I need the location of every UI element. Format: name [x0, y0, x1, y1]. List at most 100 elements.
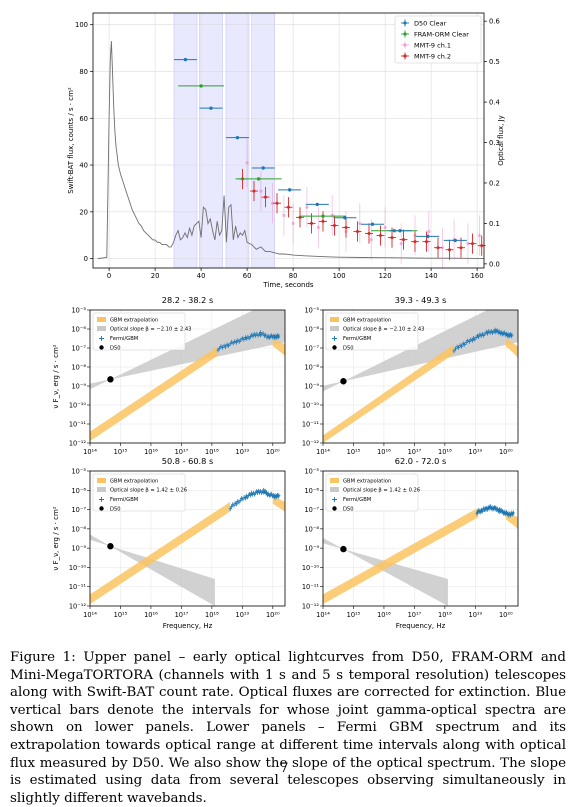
y-axis-label: ν F_ν, erg / s · cm²	[52, 506, 60, 570]
mmt9-ch2-point	[379, 234, 382, 238]
y-tick-label: 10⁻⁸	[304, 525, 319, 533]
x-tick-label: 10¹⁸	[205, 448, 219, 456]
y-tick-label: 10⁻⁷	[71, 506, 86, 514]
legend-box	[394, 15, 482, 64]
figure-caption: Figure 1: Upper panel – early optical li…	[10, 649, 566, 807]
x-tick-label: 10¹⁴	[83, 448, 97, 456]
x-tick-label: 10¹⁹	[236, 448, 250, 456]
y-tick-label: 10⁻¹²	[69, 440, 87, 448]
x-tick-label: 0	[107, 272, 111, 280]
legend-label: MMT-9 ch.2	[414, 52, 451, 60]
sed-legend: GBM extrapolation Optical slope β = 1.42 …	[325, 473, 420, 513]
d50-point	[235, 135, 240, 140]
x-tick-label: 120	[379, 272, 392, 280]
d50-point	[398, 229, 402, 233]
y-tick-label: 10⁻⁶	[304, 487, 319, 495]
gbm-extrapolation-band	[323, 344, 455, 443]
mmt9-ch1-point	[477, 233, 481, 238]
x-tick-label: 10¹⁹	[469, 611, 483, 619]
mmt9-ch2-point	[321, 219, 325, 223]
x-tick-label: 10¹⁴	[316, 611, 330, 619]
fram-orm-point	[256, 177, 261, 181]
legend-label: GBM extrapolation	[110, 479, 158, 485]
lightcurve-legend: D50 Clear FRAM-ORM Clear MMT-9 ch.1 MMT-9 c…	[394, 15, 482, 64]
y-tick-label: 10⁻¹²	[302, 603, 320, 611]
x-tick-label: 160	[471, 272, 484, 280]
d50-point	[261, 166, 265, 170]
legend-box	[92, 473, 186, 512]
y-tick-label: 10⁻¹⁰	[302, 402, 320, 410]
x-tick-label: 10¹⁸	[438, 611, 452, 619]
mmt9-ch2-point	[252, 189, 256, 193]
sed-frame	[322, 470, 519, 607]
y-tick-label: 10⁻⁵	[71, 307, 86, 315]
mmt9-ch2-point	[275, 201, 279, 205]
y-right-tick-label: 0.5	[489, 58, 500, 66]
x-tick-label: 60	[243, 272, 252, 280]
mmt9-ch1-point	[358, 221, 362, 226]
mmt9-ch2-point	[287, 205, 290, 209]
optical-slope-wedge-left	[323, 381, 344, 392]
sed-plot-area	[323, 310, 518, 443]
optical-slope-wedge	[110, 546, 215, 606]
y-tick-label: 20	[79, 208, 88, 216]
x-tick-label: 10¹⁵	[114, 611, 128, 619]
legend-marker-dot	[403, 32, 407, 36]
fermi-gbm-points	[216, 330, 281, 353]
d50-point	[340, 378, 347, 385]
x-tick-label: 10¹⁴	[83, 611, 97, 619]
mmt9-ch2-point	[356, 230, 359, 234]
caption-label: Figure 1:	[10, 650, 76, 665]
x-tick-label: 10¹⁵	[114, 448, 128, 456]
mmt9-ch2-point	[480, 244, 484, 248]
legend-label: Optical slope β = 1.42 ± 0.26	[343, 488, 420, 494]
mmt9-ch1-point	[270, 201, 274, 205]
mmt9-ch2-point	[344, 225, 348, 229]
fermi-gbm-points	[452, 327, 514, 354]
y-tick-label: 40	[79, 162, 88, 170]
mmt9-ch2-point	[310, 221, 313, 225]
figure: 0 20 40 60 80 100 120 140 160 0 20 40 60 80 100 0.0 0.1 0…	[52, 12, 519, 630]
mmt9-ch1-point	[316, 225, 320, 230]
mmt9-ch1-point	[305, 205, 309, 209]
mmt9-ch1-point	[369, 238, 373, 242]
sed-panel-4: 10¹⁴ 10¹⁵ 10¹⁶ 10¹⁷ 10¹⁸ 10¹⁹ 10²⁰ 10⁻¹² 10⁻¹¹ 10…	[302, 456, 519, 630]
panel-title: 62.0 - 72.0 s	[395, 456, 447, 466]
legend-box	[325, 473, 419, 512]
legend-fermi-marker	[99, 336, 104, 341]
y-tick-label: 10⁻⁸	[304, 364, 319, 372]
gbm-high-energy-band	[272, 338, 285, 356]
y-tick-label: 10⁻⁵	[71, 468, 86, 476]
y-tick-label: 10⁻¹²	[69, 603, 87, 611]
gbm-high-energy-band	[505, 338, 518, 358]
x-axis-label: Frequency, Hz	[163, 622, 213, 630]
legend-label: GBM extrapolation	[110, 318, 158, 324]
d50-point	[209, 106, 213, 110]
mmt9-ch1-point	[427, 229, 431, 234]
x-axis-label: Frequency, Hz	[396, 622, 446, 630]
y-tick-label: 10⁻⁶	[304, 326, 319, 334]
legend-label: Optical slope β = −2.10 ± 2.43	[110, 327, 191, 333]
y-right-tick-label: 0.1	[489, 220, 500, 228]
x-tick-label: 10¹⁴	[316, 448, 330, 456]
legend-label: Optical slope β = 1.42 ± 0.26	[110, 488, 187, 494]
d50-point	[370, 222, 375, 226]
y-right-tick-label: 0.4	[489, 99, 500, 107]
legend-label: GBM extrapolation	[343, 479, 391, 485]
panel-title: 50.8 - 60.8 s	[162, 456, 214, 466]
y-tick-label: 0	[84, 255, 88, 263]
sed-panel-2: 10¹⁴ 10¹⁵ 10¹⁶ 10¹⁷ 10¹⁸ 10¹⁹ 10²⁰ 10⁻¹² 10⁻¹¹ 10…	[302, 295, 519, 456]
d50-point	[453, 238, 457, 243]
legend-label: D50	[343, 346, 354, 352]
caption-text: Upper panel – early optical lightcurves …	[10, 650, 566, 806]
d50-point	[183, 57, 188, 62]
y-tick-label: 10⁻⁸	[71, 525, 86, 533]
legend-d50-marker	[99, 506, 104, 511]
legend-label: D50	[110, 507, 121, 513]
sed-legend: GBM extrapolation Optical slope β = −2.10…	[92, 312, 191, 352]
x-tick-label: 10¹⁶	[377, 448, 391, 456]
gbm-extrapolation-band	[323, 507, 479, 605]
legend-fermi-marker	[332, 497, 337, 502]
y-tick-label: 100	[75, 21, 88, 29]
optical-slope-wedge	[343, 549, 448, 606]
